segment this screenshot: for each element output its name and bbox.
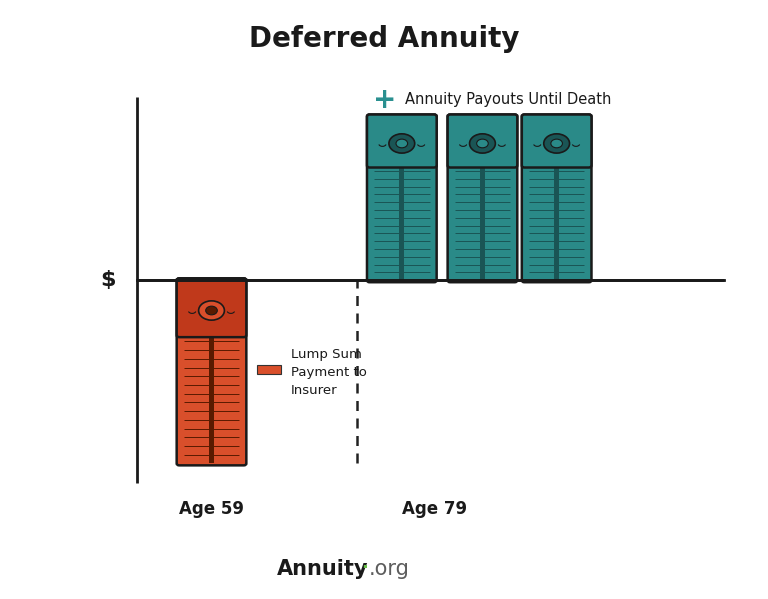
FancyBboxPatch shape <box>521 114 591 282</box>
Circle shape <box>199 301 224 320</box>
Circle shape <box>544 134 570 153</box>
Circle shape <box>551 139 562 148</box>
Text: +: + <box>372 86 396 114</box>
Text: Age 59: Age 59 <box>179 500 244 518</box>
Circle shape <box>477 139 488 148</box>
Text: Lump Sum
Payment to
Insurer: Lump Sum Payment to Insurer <box>291 348 367 397</box>
Bar <box>480 116 485 280</box>
Circle shape <box>206 306 217 315</box>
Text: Annuity: Annuity <box>277 559 369 579</box>
FancyBboxPatch shape <box>367 114 437 282</box>
FancyBboxPatch shape <box>521 114 591 168</box>
FancyBboxPatch shape <box>177 279 247 465</box>
Bar <box>399 116 405 280</box>
Text: $: $ <box>101 270 116 291</box>
FancyBboxPatch shape <box>367 114 437 168</box>
Bar <box>554 116 559 280</box>
Text: .org: .org <box>369 559 409 579</box>
FancyBboxPatch shape <box>448 114 518 168</box>
Text: Deferred Annuity: Deferred Annuity <box>249 25 519 53</box>
Text: Age 79: Age 79 <box>402 500 467 518</box>
Circle shape <box>469 134 495 153</box>
Circle shape <box>396 139 408 148</box>
Text: ·: · <box>361 559 368 577</box>
Bar <box>257 365 281 374</box>
Text: Annuity Payouts Until Death: Annuity Payouts Until Death <box>405 92 611 107</box>
FancyBboxPatch shape <box>448 114 518 282</box>
FancyBboxPatch shape <box>177 279 247 337</box>
Bar <box>209 280 214 464</box>
Circle shape <box>389 134 415 153</box>
